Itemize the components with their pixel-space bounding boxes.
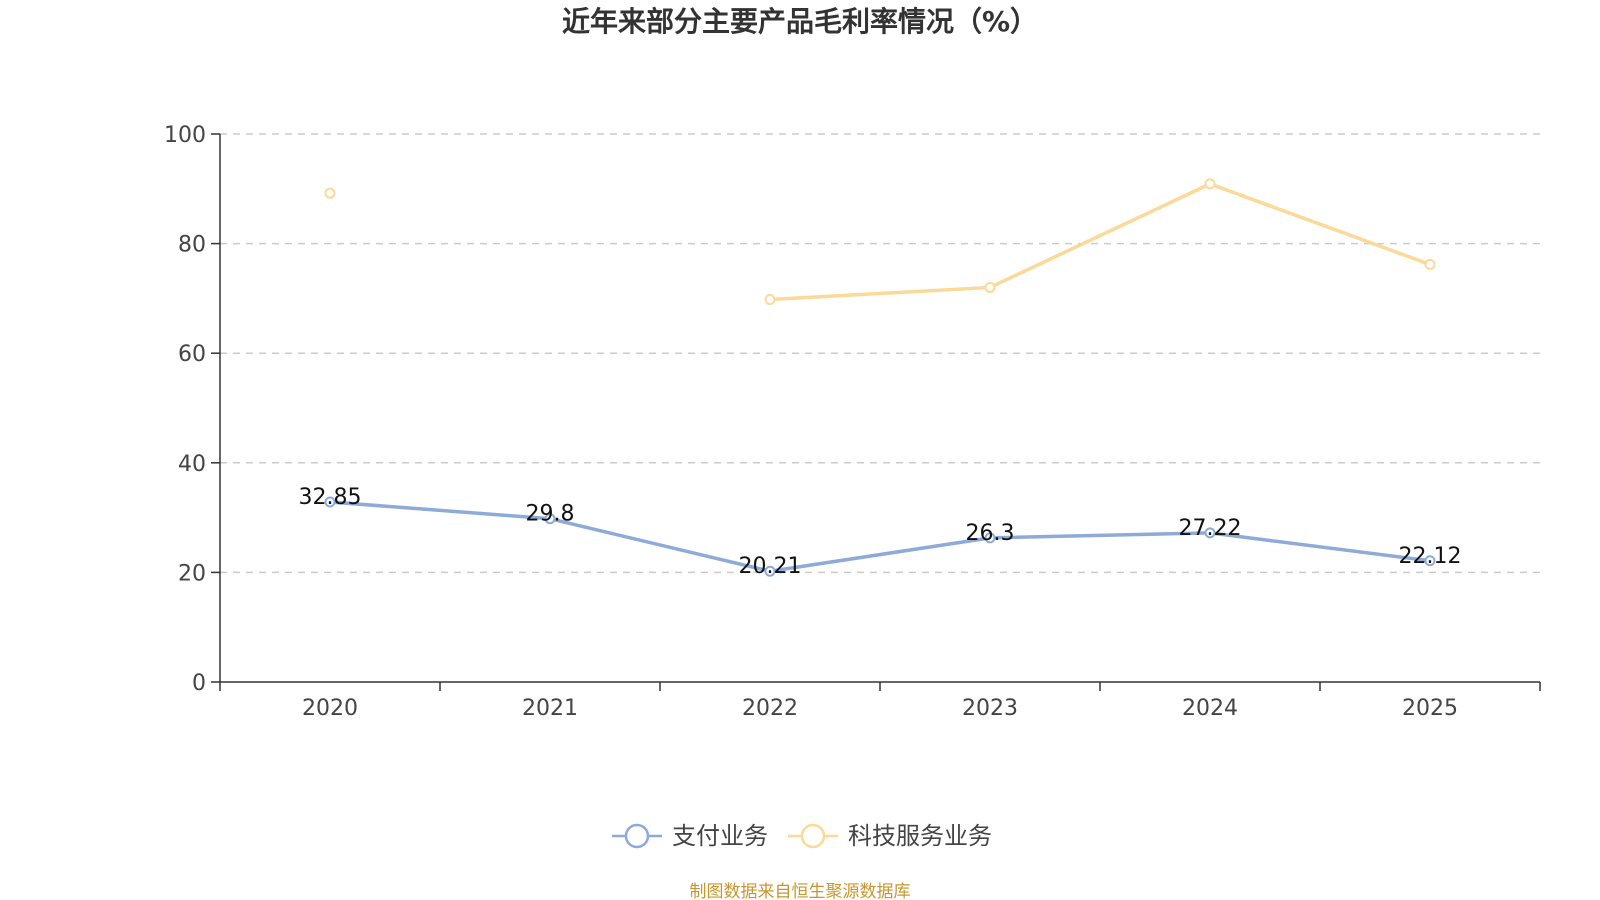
y-tick-label: 80: [178, 233, 206, 258]
y-tick-label: 100: [164, 123, 206, 148]
data-point[interactable]: [544, 513, 556, 525]
series-2: [324, 178, 1436, 305]
data-point[interactable]: [324, 187, 336, 199]
y-tick-label: 60: [178, 342, 206, 367]
chart-title: 近年来部分主要产品毛利率情况（%）: [561, 5, 1039, 38]
legend-marker: [624, 823, 650, 849]
data-point[interactable]: [324, 496, 336, 508]
data-point[interactable]: [984, 532, 996, 544]
data-point[interactable]: [984, 281, 996, 293]
x-tick-label: 2022: [742, 696, 798, 721]
data-label: 22.12: [1399, 544, 1462, 569]
data-point[interactable]: [1424, 258, 1436, 270]
legend-label: 科技服务业务: [848, 822, 992, 850]
x-tick-label: 2024: [1182, 696, 1238, 721]
x-tick-label: 2023: [962, 696, 1018, 721]
data-point[interactable]: [764, 293, 776, 305]
y-tick-label: 0: [192, 671, 206, 696]
data-label: 29.8: [526, 502, 575, 527]
data-point[interactable]: [1204, 178, 1216, 190]
data-labels: 32.85 29.8 20.21 26.3 27.22 22.12: [299, 485, 1462, 579]
legend-label: 支付业务: [672, 822, 768, 850]
legend-marker: [800, 823, 826, 849]
series-1: [324, 496, 1436, 577]
series-line: [769, 182, 1431, 302]
legend-item-2[interactable]: 科技服务业务: [788, 822, 992, 850]
data-point[interactable]: [1204, 527, 1216, 539]
data-point[interactable]: [1424, 555, 1436, 567]
x-tick-label: 2025: [1402, 696, 1458, 721]
x-tick-label: 2021: [522, 696, 578, 721]
series-line: [329, 500, 1431, 573]
x-tick-label: 2020: [302, 696, 358, 721]
y-tick-label: 20: [178, 561, 206, 586]
data-label: 32.85: [299, 485, 362, 510]
legend-item-1[interactable]: 支付业务: [612, 822, 768, 850]
legend[interactable]: 支付业务 科技服务业务: [612, 822, 992, 850]
y-tick-label: 40: [178, 452, 206, 477]
grid-lines: [220, 133, 1540, 574]
data-label: 26.3: [966, 521, 1015, 546]
series: [324, 178, 1436, 577]
axes: 0 20 40 60 80 100 2020 2021 2022 2023 2024 2025: [164, 123, 1541, 721]
data-label: 27.22: [1179, 516, 1242, 541]
source-note: 制图数据来自恒生聚源数据库: [689, 882, 911, 900]
data-label: 20.21: [739, 554, 802, 579]
data-point[interactable]: [764, 565, 776, 577]
